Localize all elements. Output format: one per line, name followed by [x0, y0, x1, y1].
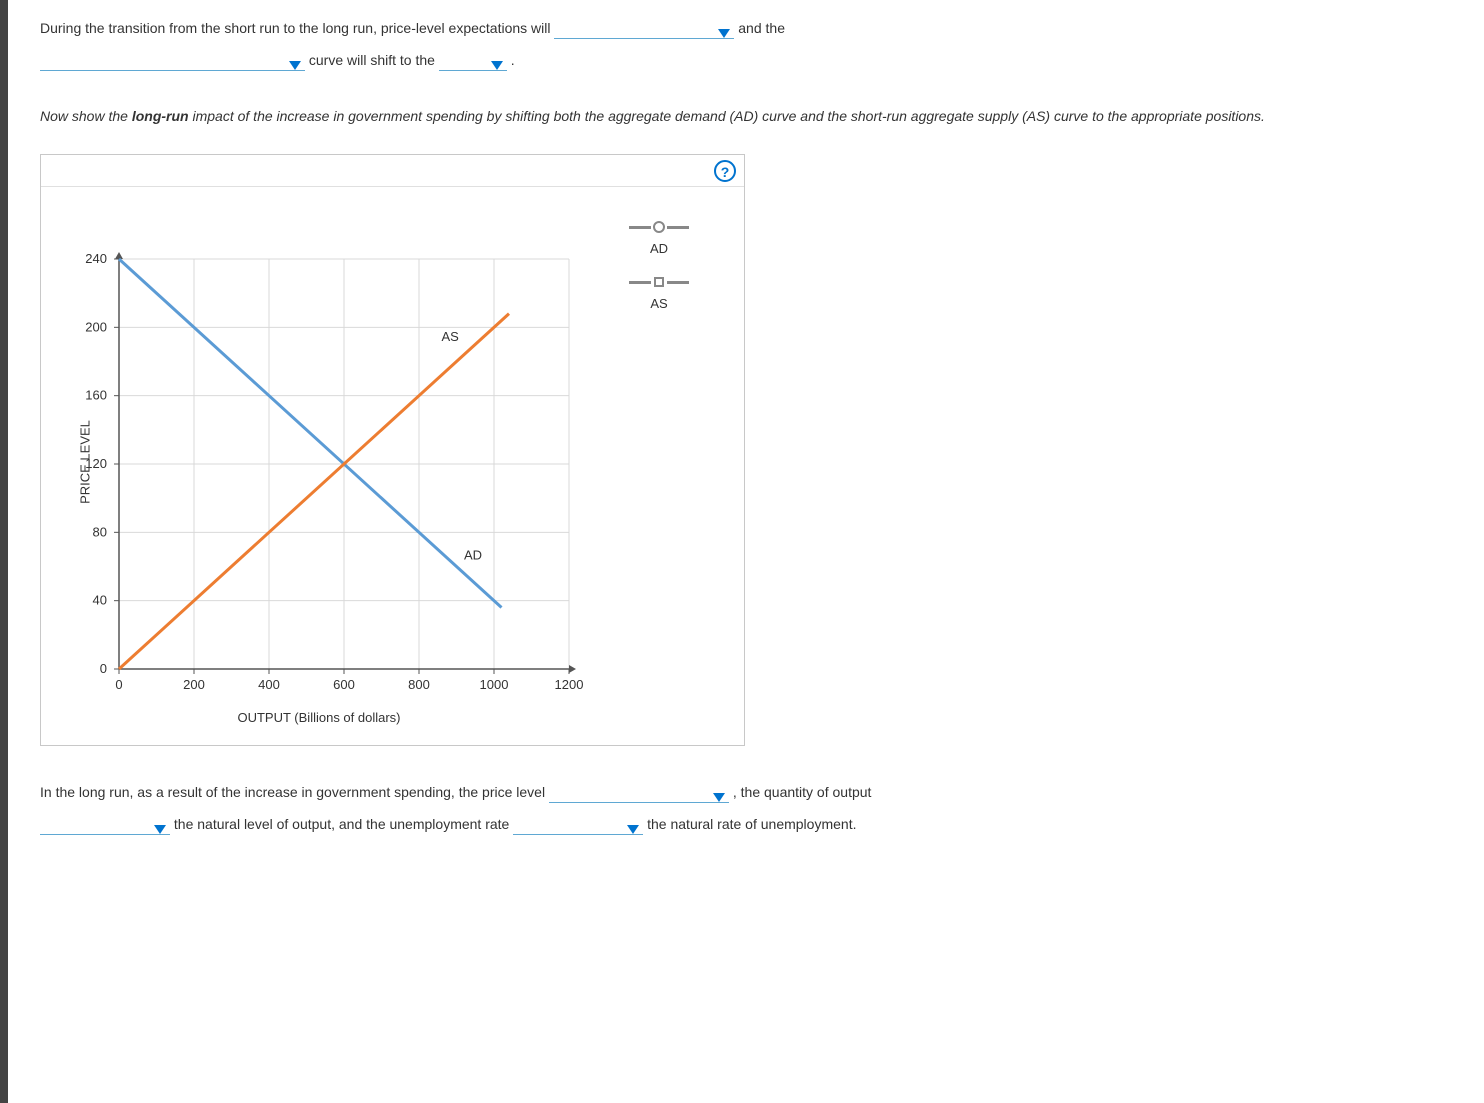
svg-text:800: 800 — [408, 677, 430, 692]
legend-label-ad: AD — [629, 241, 689, 256]
text-fragment: and the — [738, 20, 785, 36]
text-fragment: Now show the — [40, 108, 132, 124]
circle-marker-icon — [653, 221, 665, 233]
text-fragment: impact of the increase in government spe… — [189, 108, 1265, 124]
svg-text:0: 0 — [115, 677, 122, 692]
text-fragment: In the long run, as a result of the incr… — [40, 784, 545, 800]
chart-panel: ? PRICE LEVEL 0 200 400 600 800 1000 1200 0 40 80… — [40, 154, 745, 746]
dropdown-price-level[interactable] — [549, 781, 729, 803]
chart-legend: AD AS — [589, 199, 689, 725]
legend-label-as: AS — [629, 296, 689, 311]
chevron-down-icon — [627, 825, 639, 834]
help-icon[interactable]: ? — [714, 160, 736, 182]
svg-text:160: 160 — [85, 388, 107, 403]
sentence-1: During the transition from the short run… — [40, 12, 1444, 75]
text-fragment: During the transition from the short run… — [40, 20, 550, 36]
svg-text:1200: 1200 — [555, 677, 584, 692]
chevron-down-icon — [713, 793, 725, 802]
chevron-down-icon — [718, 29, 730, 38]
x-axis-label: OUTPUT (Billions of dollars) — [49, 710, 589, 725]
chevron-down-icon — [154, 825, 166, 834]
text-bold: long-run — [132, 108, 189, 124]
dropdown-shift-direction[interactable] — [439, 49, 507, 71]
svg-text:AS: AS — [442, 329, 460, 344]
dropdown-output[interactable] — [40, 813, 170, 835]
svg-text:1000: 1000 — [480, 677, 509, 692]
chevron-down-icon — [491, 61, 503, 70]
dropdown-curve-name[interactable] — [40, 49, 305, 71]
y-axis-label: PRICE LEVEL — [77, 420, 92, 504]
svg-text:0: 0 — [100, 661, 107, 676]
text-fragment: the natural rate of unemployment. — [647, 816, 856, 832]
legend-handle-ad[interactable] — [629, 219, 689, 235]
svg-text:80: 80 — [93, 524, 107, 539]
svg-text:400: 400 — [258, 677, 280, 692]
svg-text:200: 200 — [183, 677, 205, 692]
square-marker-icon — [654, 277, 664, 287]
text-fragment: , the quantity of output — [733, 784, 872, 800]
svg-text:600: 600 — [333, 677, 355, 692]
chart-plot-area[interactable]: PRICE LEVEL 0200400600800100012000408012… — [49, 199, 589, 725]
text-fragment: the natural level of output, and the une… — [174, 816, 509, 832]
legend-handle-as[interactable] — [629, 274, 689, 290]
instruction-text: Now show the long-run impact of the incr… — [40, 103, 1444, 130]
chart-toolbar: ? — [41, 155, 744, 187]
svg-text:240: 240 — [85, 251, 107, 266]
svg-text:40: 40 — [93, 593, 107, 608]
chart-svg[interactable]: 02004006008001000120004080120160200240AD… — [49, 199, 589, 699]
dropdown-expectations[interactable] — [554, 17, 734, 39]
text-fragment: curve will shift to the — [309, 52, 435, 68]
dropdown-unemployment[interactable] — [513, 813, 643, 835]
text-fragment: . — [511, 52, 515, 68]
sentence-2: In the long run, as a result of the incr… — [40, 776, 1444, 839]
svg-text:AD: AD — [464, 548, 482, 563]
svg-text:200: 200 — [85, 319, 107, 334]
chevron-down-icon — [289, 61, 301, 70]
